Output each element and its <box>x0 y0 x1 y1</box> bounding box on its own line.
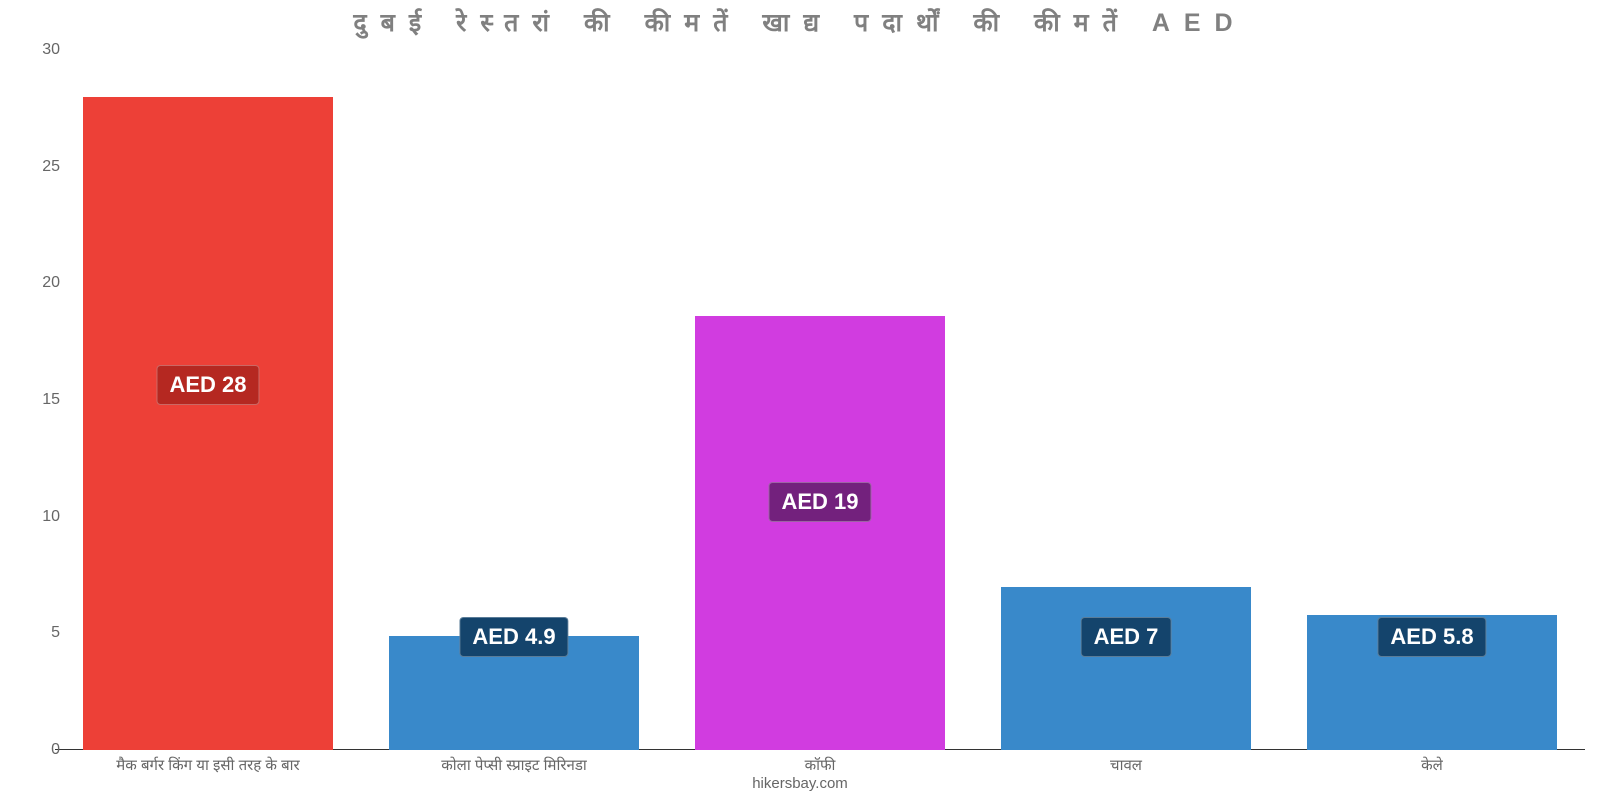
bar <box>695 316 946 750</box>
x-axis-category-label: कॉफी <box>805 755 836 775</box>
x-axis-category-label: कोला पेप्सी स्प्राइट मिरिनडा <box>441 755 587 775</box>
y-axis-tick-label: 5 <box>10 624 60 642</box>
x-axis-category-label: केले <box>1421 755 1443 775</box>
bar-value-label: AED 7 <box>1081 617 1172 657</box>
x-axis-category-label: चावल <box>1110 755 1142 775</box>
bar-value-label: AED 19 <box>768 482 871 522</box>
y-axis-tick-label: 25 <box>10 158 60 176</box>
bar-value-label: AED 5.8 <box>1377 617 1486 657</box>
attribution-text: hikersbay.com <box>0 775 1600 792</box>
bar <box>83 97 334 750</box>
bar <box>1001 587 1252 750</box>
x-axis-category-label: मैक बर्गर किंग या इसी तरह के बार <box>116 755 299 775</box>
y-axis-tick-label: 0 <box>10 741 60 759</box>
y-axis-tick-label: 10 <box>10 508 60 526</box>
y-axis-tick-label: 15 <box>10 391 60 409</box>
y-axis-tick-label: 30 <box>10 41 60 59</box>
chart-container: दुबई रेस्तरां की कीमतें खाद्य पदार्थों क… <box>0 0 1600 800</box>
bar-value-label: AED 4.9 <box>459 617 568 657</box>
y-axis-tick-label: 20 <box>10 274 60 292</box>
chart-title: दुबई रेस्तरां की कीमतें खाद्य पदार्थों क… <box>0 5 1600 39</box>
bar-value-label: AED 28 <box>156 365 259 405</box>
